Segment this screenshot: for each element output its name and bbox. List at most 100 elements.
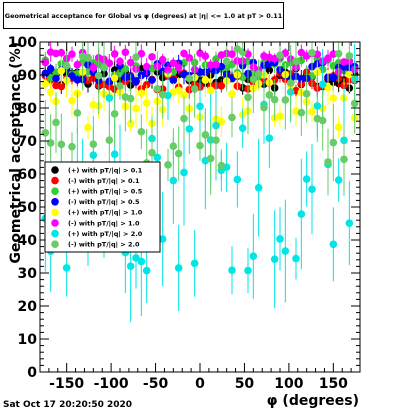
y-tick-label: 60 xyxy=(18,167,38,183)
data-point xyxy=(222,57,231,65)
data-point xyxy=(46,139,55,147)
data-point xyxy=(46,88,55,96)
data-point xyxy=(153,84,162,93)
legend-label: (-) with pT/|q| > 0.1 xyxy=(68,177,140,186)
data-point xyxy=(265,91,274,99)
y-tick-label: 10 xyxy=(18,332,38,348)
data-point xyxy=(137,89,146,97)
data-point xyxy=(297,210,306,218)
data-point xyxy=(169,142,178,151)
data-point xyxy=(174,264,183,272)
data-points xyxy=(41,42,359,323)
data-point xyxy=(116,57,124,66)
legend-marker xyxy=(51,229,59,238)
data-point xyxy=(84,54,92,62)
legend-label: (-) with pT/|q| > 1.0 xyxy=(68,219,140,228)
data-point xyxy=(73,60,82,69)
data-point xyxy=(350,99,359,108)
data-point xyxy=(126,94,135,103)
data-point xyxy=(276,235,284,243)
legend-marker xyxy=(51,219,59,227)
data-point xyxy=(174,63,183,72)
series-8 xyxy=(41,42,359,197)
data-point xyxy=(281,247,290,255)
timestamp: Sat Oct 17 20:20:50 2020 xyxy=(3,400,133,410)
legend-label: (+) with pT/|q| > 1.0 xyxy=(68,209,143,218)
x-tick-label: 150 xyxy=(319,376,348,392)
data-point xyxy=(132,104,140,113)
data-point xyxy=(105,136,114,145)
data-point xyxy=(137,127,146,136)
data-point xyxy=(217,117,226,126)
data-point xyxy=(148,76,156,84)
y-tick-label: 40 xyxy=(18,233,38,249)
data-point xyxy=(324,158,332,166)
data-point xyxy=(340,155,348,164)
data-point xyxy=(228,90,236,98)
legend: (+) with pT/|q| > 0.1 (-) with pT/|q| > 0… xyxy=(44,161,161,253)
data-point xyxy=(201,52,210,61)
data-point xyxy=(190,259,199,268)
data-point xyxy=(126,58,135,67)
data-point xyxy=(41,129,50,137)
data-point xyxy=(345,219,354,228)
data-point xyxy=(254,70,263,78)
data-point xyxy=(164,66,172,74)
data-point xyxy=(94,71,103,80)
data-point xyxy=(281,96,290,104)
data-point xyxy=(329,138,338,147)
chart-title-box: Geometrical acceptance for Global vs φ (… xyxy=(3,2,284,29)
data-point xyxy=(244,266,252,275)
data-point xyxy=(228,50,236,58)
legend-marker xyxy=(51,176,59,185)
x-tick-label: 50 xyxy=(235,376,255,392)
data-point xyxy=(132,53,140,61)
data-point xyxy=(244,93,252,102)
data-point xyxy=(110,110,119,118)
data-point xyxy=(62,264,71,272)
data-point xyxy=(196,141,204,150)
y-tick-label: 30 xyxy=(18,266,38,282)
data-point xyxy=(52,118,60,127)
legend-label: (+) with pT/|q| > 2.0 xyxy=(68,230,143,239)
data-point xyxy=(238,48,247,56)
x-tick-label: -150 xyxy=(49,376,84,392)
data-point xyxy=(292,57,300,66)
data-point xyxy=(270,255,279,264)
data-point xyxy=(142,62,151,71)
data-point xyxy=(105,59,114,68)
legend-marker xyxy=(51,208,59,217)
legend-label: (-) with pT/|q| > 2.0 xyxy=(68,241,140,250)
data-point xyxy=(158,235,167,243)
data-point xyxy=(206,154,215,163)
y-tick-label: 20 xyxy=(18,299,38,315)
data-point xyxy=(110,50,119,58)
data-point xyxy=(100,63,108,72)
data-point xyxy=(286,79,295,87)
data-point xyxy=(265,134,274,142)
data-point xyxy=(62,61,71,70)
legend-marker xyxy=(51,198,59,206)
y-tick-label: 0 xyxy=(27,365,37,381)
data-point xyxy=(345,52,354,60)
data-point xyxy=(148,53,156,61)
data-point xyxy=(180,114,188,123)
data-point xyxy=(318,80,327,89)
data-point xyxy=(153,153,162,162)
data-point xyxy=(68,96,76,105)
data-point xyxy=(180,49,188,58)
data-point xyxy=(276,51,284,60)
chart-title: Geometrical acceptance for Global vs φ (… xyxy=(4,11,283,20)
data-point xyxy=(164,161,172,169)
y-tick-label: 80 xyxy=(18,101,38,117)
data-point xyxy=(302,175,311,183)
data-point xyxy=(212,60,220,69)
data-point xyxy=(334,176,343,184)
data-point xyxy=(228,266,236,275)
data-point xyxy=(142,99,151,107)
data-point xyxy=(68,142,76,151)
data-point xyxy=(206,86,215,95)
data-point xyxy=(185,74,194,83)
data-point xyxy=(73,109,82,117)
